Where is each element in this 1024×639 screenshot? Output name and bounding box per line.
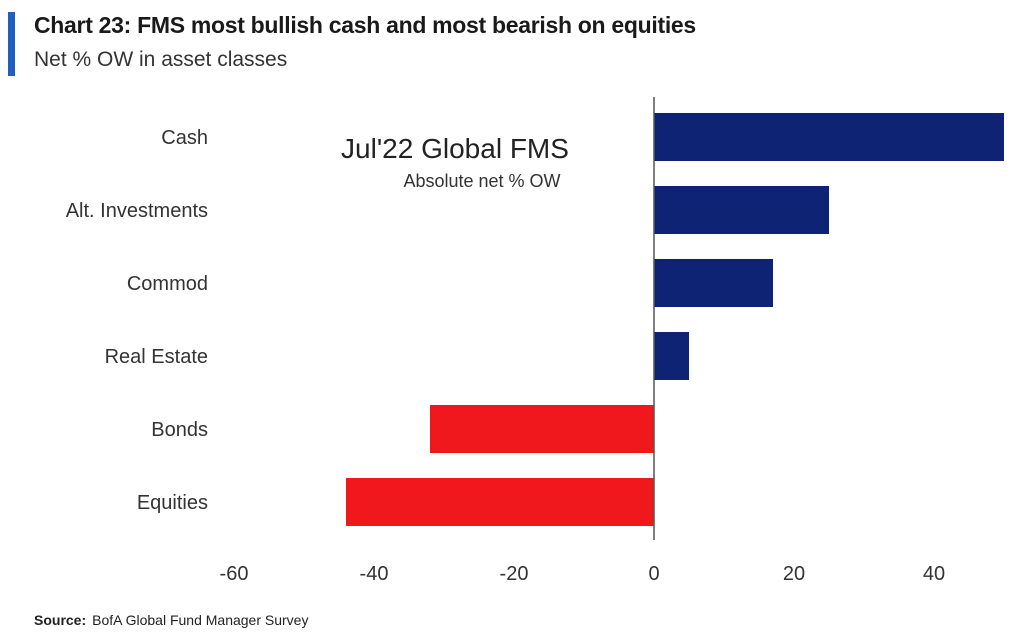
bars-group [346, 113, 1004, 526]
category-label: Real Estate [105, 346, 208, 368]
category-label: Equities [137, 492, 208, 514]
annotation-title: Jul'22 Global FMS [341, 133, 569, 164]
x-tick-label: -40 [360, 563, 389, 585]
title-accent-bar [8, 12, 15, 76]
x-tick-label: 0 [648, 563, 659, 585]
bar-commod [654, 259, 773, 307]
x-tick-label: 20 [783, 563, 805, 585]
annotation-subtitle: Absolute net % OW [403, 171, 560, 191]
bar-real-estate [654, 332, 689, 380]
source-text: BofA Global Fund Manager Survey [92, 612, 309, 628]
category-labels: Cash Alt. Investments Commod Real Estate Bon… [66, 127, 208, 514]
source-note: Source: BofA Global Fund Manager Survey [34, 612, 308, 628]
bar-bonds [430, 405, 654, 453]
chart-title: Chart 23: FMS most bullish cash and most… [34, 12, 696, 38]
bar-equities [346, 478, 654, 526]
category-label: Cash [161, 127, 208, 149]
category-label: Commod [127, 273, 208, 295]
bar-cash [654, 113, 1004, 161]
category-label: Bonds [151, 419, 208, 441]
bar-alt-investments [654, 186, 829, 234]
chart-subtitle: Net % OW in asset classes [34, 48, 288, 71]
x-tick-labels: -60 -40 -20 0 20 40 [220, 563, 946, 585]
x-tick-label: 40 [923, 563, 945, 585]
x-tick-label: -60 [220, 563, 249, 585]
source-label: Source: [34, 612, 87, 628]
x-tick-label: -20 [500, 563, 529, 585]
category-label: Alt. Investments [66, 200, 208, 222]
